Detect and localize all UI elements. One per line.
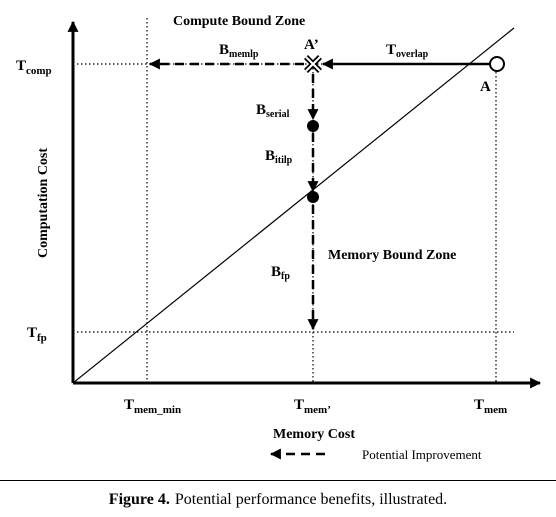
b-memlp-label: Bmemlp [219,42,259,60]
memory-bound-zone-label: Memory Bound Zone [328,248,456,263]
compute-bound-zone-label: Compute Bound Zone [173,14,305,29]
point-a-prime-cross [304,55,322,73]
point-serial [307,120,319,132]
t-comp-label: Tcomp [16,58,52,77]
balance-line [72,27,515,384]
t-fp-label: Tfp [27,325,47,344]
x-axis-label: Memory Cost [273,427,355,442]
caption-label: Figure 4. [109,491,170,508]
point-itilp [307,191,319,203]
t-mem-label: Tmem [474,397,507,416]
b-serial-label: Bserial [256,102,290,120]
point-a-prime-label: A’ [304,37,319,53]
point-a-label: A [480,79,491,95]
legend: Potential Improvement [269,447,482,462]
legend-label: Potential Improvement [362,447,482,462]
caption-text: Potential performance benefits, illustra… [175,491,447,508]
t-mem-min-label: Tmem_min [124,397,181,416]
t-overlap-label: Toverlap [386,42,429,60]
figure-caption: Figure 4. Potential performance benefits,… [109,491,447,508]
b-fp-label: Bfp [271,264,290,282]
t-mem-prime-label: Tmem’ [294,397,331,416]
y-axis-label: Computation Cost [36,148,51,258]
b-itilp-label: Bitilp [265,148,293,166]
point-a [489,56,505,72]
